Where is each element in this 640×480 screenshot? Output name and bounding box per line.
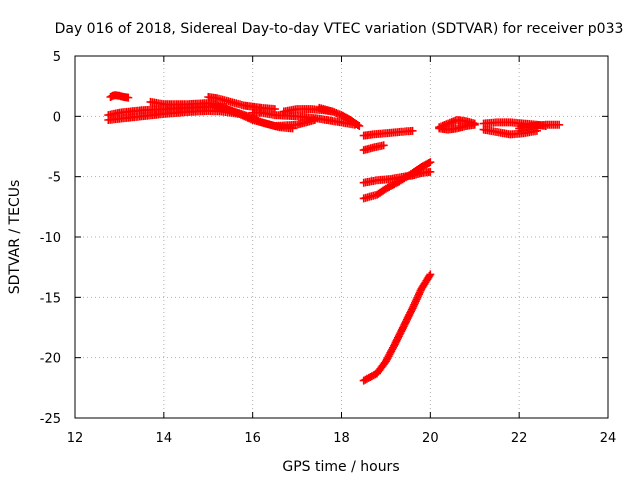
y-tick-label: -10 bbox=[40, 231, 61, 246]
series-arc-11 bbox=[359, 141, 388, 155]
series-arc-6 bbox=[222, 105, 297, 133]
x-tick-label: 20 bbox=[422, 431, 439, 446]
x-tick-label: 18 bbox=[333, 431, 350, 446]
series-arc-7 bbox=[248, 108, 359, 129]
x-tick-label: 12 bbox=[67, 431, 84, 446]
axis-ticks bbox=[74, 55, 609, 419]
data-point-markers bbox=[204, 93, 279, 114]
x-tick-label: 16 bbox=[244, 431, 261, 446]
x-axis-label: GPS time / hours bbox=[282, 459, 399, 475]
data-layer bbox=[104, 91, 564, 385]
grid bbox=[75, 56, 608, 418]
x-tick-label: 24 bbox=[600, 431, 617, 446]
series-arc-18 bbox=[479, 125, 541, 139]
series-arc-19 bbox=[515, 120, 564, 133]
data-point-markers bbox=[248, 108, 359, 129]
data-point-markers bbox=[106, 91, 133, 102]
series-arc-14 bbox=[359, 270, 435, 385]
y-axis-label: SDTVAR / TECUs bbox=[7, 180, 23, 295]
series-arc-5 bbox=[204, 93, 279, 114]
y-tick-label: 5 bbox=[53, 50, 61, 65]
y-tick-label: -5 bbox=[48, 171, 61, 186]
y-tick-label: -20 bbox=[40, 352, 61, 367]
y-tick-label: -15 bbox=[40, 291, 61, 306]
series-arc-13 bbox=[359, 158, 435, 203]
tick-labels: 12 14 16 18 20 22 24 5 0 -5 -10 -15 -20 -25 bbox=[40, 50, 617, 446]
x-tick-label: 14 bbox=[156, 431, 173, 446]
data-point-markers bbox=[359, 141, 388, 155]
series-arc-1 bbox=[106, 91, 133, 102]
series-arc-9 bbox=[315, 103, 364, 130]
data-point-markers bbox=[359, 270, 435, 385]
data-point-markers bbox=[359, 126, 417, 140]
series-arc-16 bbox=[435, 120, 479, 134]
data-point-markers bbox=[359, 158, 435, 203]
series-arc-10 bbox=[359, 126, 417, 140]
x-tick-label: 22 bbox=[511, 431, 528, 446]
y-tick-label: -25 bbox=[40, 412, 61, 427]
data-point-markers bbox=[435, 120, 479, 134]
data-point-markers bbox=[315, 103, 364, 130]
data-point-markers bbox=[479, 125, 541, 139]
data-point-markers bbox=[515, 120, 564, 133]
y-tick-label: 0 bbox=[53, 110, 61, 125]
data-point-markers bbox=[222, 105, 297, 133]
chart-title: Day 016 of 2018, Sidereal Day-to-day VTE… bbox=[55, 21, 624, 37]
